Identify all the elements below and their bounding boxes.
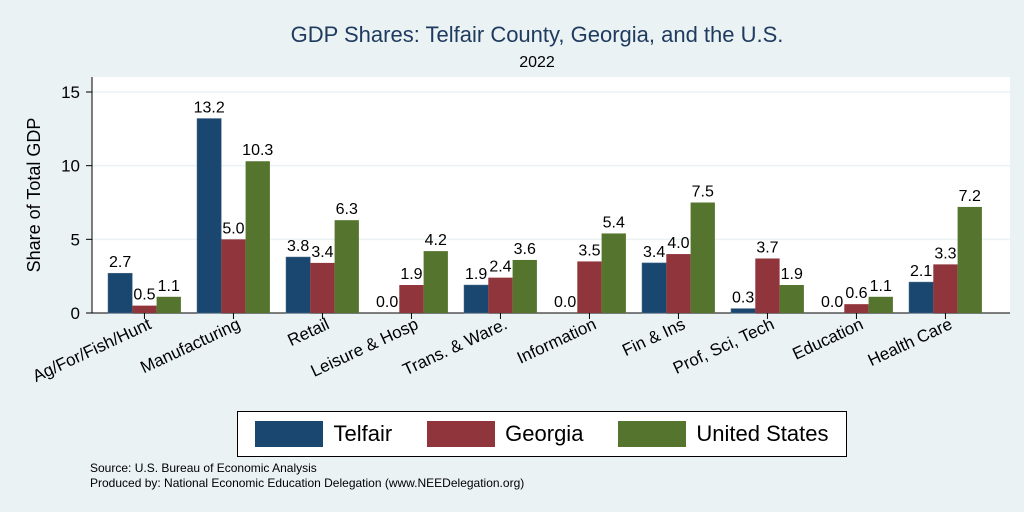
legend-label: Georgia: [505, 421, 584, 446]
legend-label: Telfair: [333, 421, 393, 446]
data-label: 10.3: [242, 142, 273, 159]
data-label: 2.4: [489, 259, 511, 276]
bar-georgia: [933, 264, 958, 313]
bar-georgia: [310, 262, 335, 313]
data-label: 5.0: [222, 220, 244, 237]
data-label: 5.4: [603, 214, 625, 231]
data-label: 2.7: [109, 254, 131, 271]
x-tick-label: Fin & Ins: [619, 314, 688, 360]
data-label: 1.1: [158, 278, 180, 295]
data-label: 3.8: [287, 238, 309, 255]
data-label: 0.5: [133, 287, 155, 304]
legend-swatch: [255, 421, 324, 447]
chart-title: GDP Shares: Telfair County, Georgia, and…: [291, 22, 784, 47]
bar-united-states: [868, 296, 893, 313]
bar-telfair: [730, 308, 756, 314]
y-tick-label: 5: [71, 230, 80, 249]
x-tick-label: Information: [514, 314, 599, 367]
data-label: 13.2: [194, 100, 225, 117]
bar-telfair: [641, 262, 667, 314]
bar-united-states: [334, 220, 359, 313]
bar-georgia: [844, 304, 869, 313]
bar-united-states: [779, 285, 804, 313]
source-note: Source: U.S. Bureau of Economic Analysis: [90, 461, 317, 475]
data-label: 4.0: [667, 235, 689, 252]
data-label: 7.2: [959, 188, 981, 205]
x-tick-label: Prof, Sci, Tech: [670, 314, 777, 377]
bar-telfair: [196, 118, 222, 314]
x-tick-label: Education: [790, 314, 867, 363]
data-label: 0.6: [845, 285, 867, 302]
legend-item: Georgia: [427, 421, 583, 447]
data-label: 0.0: [376, 294, 398, 311]
chart-subtitle: 2022: [519, 54, 555, 71]
bar-united-states: [690, 202, 715, 313]
y-tick-label: 15: [61, 83, 80, 102]
data-label: 1.1: [870, 278, 892, 295]
data-label: 3.7: [756, 239, 778, 256]
bar-georgia: [666, 254, 691, 313]
y-axis-label: Share of Total GDP: [24, 118, 44, 273]
data-label: 0.0: [821, 294, 843, 311]
x-tick-label: Ag/For/Fish/Hunt: [30, 314, 155, 386]
bar-united-states: [245, 161, 270, 313]
data-label: 7.5: [692, 184, 714, 201]
bar-georgia: [399, 285, 424, 313]
bar-telfair: [463, 284, 489, 314]
bar-telfair: [285, 256, 311, 314]
data-label: 3.6: [514, 241, 536, 258]
x-tick-label: Health Care: [865, 314, 955, 370]
legend-item: Telfair: [255, 421, 392, 447]
data-label: 1.9: [465, 266, 487, 283]
legend-item: United States: [618, 421, 829, 447]
legend-swatch: [427, 421, 496, 447]
data-label: 1.9: [400, 266, 422, 283]
bar-georgia: [221, 239, 246, 313]
data-label: 6.3: [336, 201, 358, 218]
data-label: 2.1: [910, 263, 932, 280]
data-label: 3.5: [578, 242, 600, 259]
legend-swatch: [618, 421, 687, 447]
y-tick-label: 10: [61, 157, 80, 176]
bar-georgia: [755, 258, 780, 313]
bar-united-states: [512, 259, 537, 313]
bar-united-states: [423, 251, 448, 313]
bar-georgia: [488, 277, 513, 313]
produced-note: Produced by: National Economic Education…: [90, 476, 525, 490]
bar-georgia: [577, 261, 602, 313]
bar-united-states: [156, 296, 181, 313]
data-label: 1.9: [781, 266, 803, 283]
legend-label: United States: [696, 421, 829, 446]
data-label: 3.3: [934, 245, 956, 262]
bar-united-states: [601, 233, 626, 313]
y-tick-label: 0: [71, 304, 80, 323]
bar-georgia: [132, 305, 157, 313]
x-tick-label: Retail: [285, 314, 332, 350]
data-label: 3.4: [643, 244, 665, 261]
data-label: 0.0: [554, 294, 576, 311]
bar-telfair: [908, 281, 934, 314]
bar-telfair: [107, 272, 133, 314]
data-label: 0.3: [732, 290, 754, 307]
bar-united-states: [957, 206, 982, 313]
data-label: 3.4: [311, 244, 333, 261]
data-label: 4.2: [425, 232, 447, 249]
legend: Telfair Georgia United States: [237, 411, 847, 457]
x-tick-label: Manufacturing: [137, 314, 243, 377]
